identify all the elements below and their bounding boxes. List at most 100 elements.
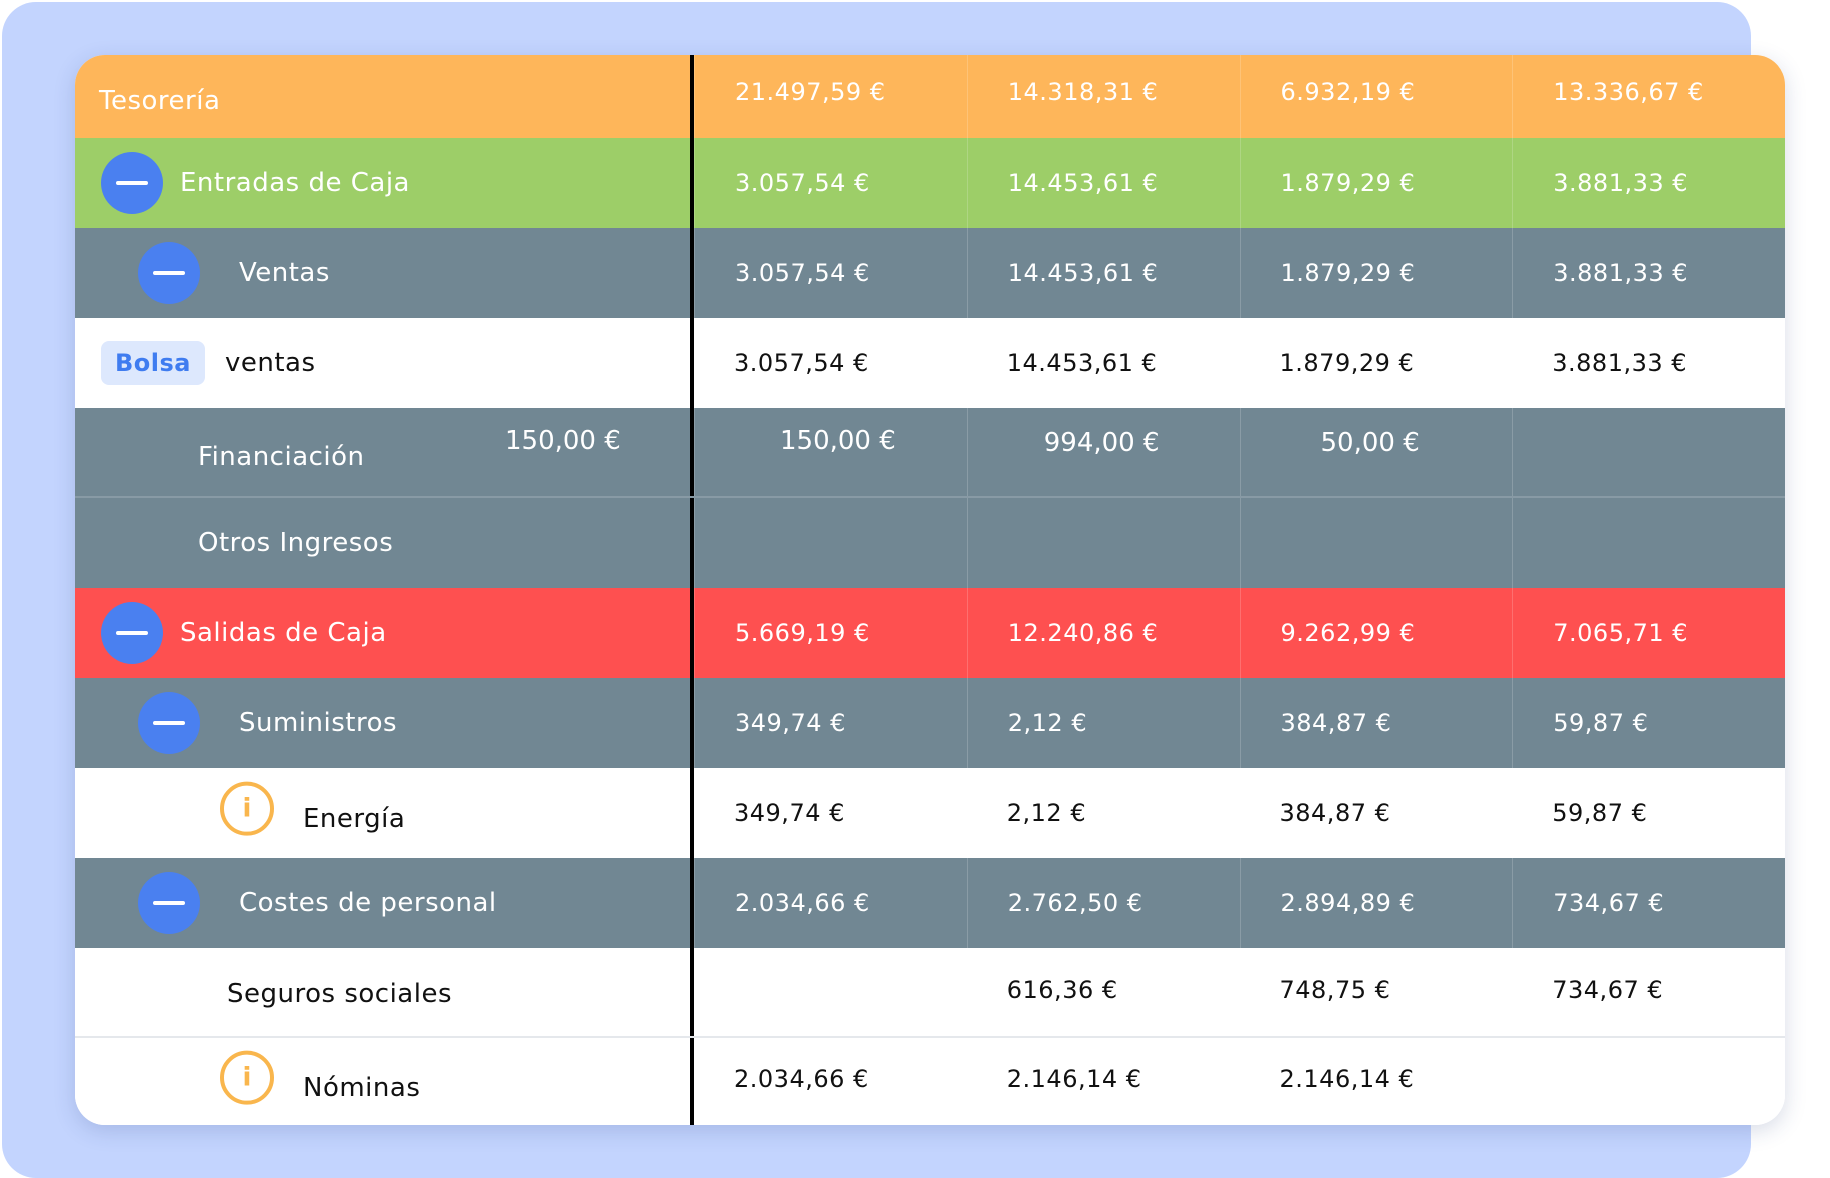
cell-value: 1.879,29 € [1279, 349, 1415, 377]
row-label-cell: Financiación 150,00 € [75, 408, 690, 496]
bolsa-badge[interactable]: Bolsa [101, 341, 205, 385]
collapse-icon[interactable] [138, 692, 200, 754]
cell-value: 1.879,29 € [1280, 259, 1416, 287]
value-cell [1512, 1038, 1785, 1125]
column-divider [690, 768, 694, 858]
value-cell: 14.453,61 € [966, 138, 1240, 228]
value-cell: 14.453,61 € [967, 318, 1240, 408]
cell-value: 2,12 € [1006, 799, 1087, 827]
cell-value: 59,87 € [1552, 799, 1648, 827]
collapse-icon[interactable] [138, 872, 200, 934]
cell-value: 13.336,67 € [1553, 78, 1704, 107]
value-cell: 2.034,66 € [694, 1038, 967, 1125]
table-row-energia: i Energía 349,74 € 2,12 € 384,87 € 59,87… [75, 768, 1785, 858]
value-cell [1239, 498, 1513, 588]
cell-value: 9.262,99 € [1280, 619, 1416, 647]
row-label: Otros Ingresos [198, 528, 394, 558]
value-cell: 3.057,54 € [694, 228, 967, 318]
value-cell: 1.879,29 € [1240, 318, 1513, 408]
column-divider [690, 498, 694, 588]
cell-value: 12.240,86 € [1007, 619, 1159, 647]
cell-value: 384,87 € [1280, 709, 1392, 737]
collapse-icon[interactable] [138, 242, 200, 304]
row-label: Salidas de Caja [180, 618, 387, 648]
value-cell [694, 498, 967, 588]
row-label: Costes de personal [239, 888, 497, 918]
row-label: Suministros [239, 708, 398, 738]
value-cell: 14.318,31 € [966, 55, 1240, 138]
row-label-cell: Seguros sociales [75, 948, 690, 1036]
value-cell: 13.336,67 € [1512, 55, 1785, 138]
cell-value: 384,87 € [1279, 799, 1391, 827]
cell-value: 5.669,19 € [735, 619, 870, 647]
row-label-cell: Otros Ingresos [75, 498, 690, 588]
cell-value: 734,67 € [1552, 976, 1664, 1005]
value-cell: 2.762,50 € [966, 858, 1240, 948]
value-cell [1512, 408, 1785, 496]
value-cell: 2,12 € [967, 768, 1240, 858]
value-cell: 50,00 € [1239, 408, 1513, 496]
value-cell: 3.881,33 € [1512, 318, 1785, 408]
value-cell: 384,87 € [1239, 678, 1513, 768]
row-label-cell: Tesorería [75, 55, 690, 138]
row-label-cell: Salidas de Caja [75, 588, 690, 678]
cell-value: 2.034,66 € [735, 889, 870, 917]
value-cell: 2,12 € [966, 678, 1240, 768]
cell-value: 14.318,31 € [1007, 78, 1159, 107]
cell-value: 14.453,61 € [1007, 259, 1159, 287]
value-cell: 734,67 € [1512, 948, 1785, 1036]
cell-value: 734,67 € [1553, 889, 1665, 917]
financiacion-extra-value: 150,00 € [505, 426, 621, 457]
cell-value: 3.881,33 € [1553, 169, 1689, 197]
row-label: Tesorería [99, 85, 221, 116]
row-label-cell: Entradas de Caja [75, 138, 690, 228]
value-cell: 2.894,89 € [1239, 858, 1513, 948]
value-cell: 7.065,71 € [1512, 588, 1785, 678]
cell-value: 2.146,14 € [1006, 1064, 1142, 1093]
column-divider [690, 588, 694, 678]
value-cell: 12.240,86 € [966, 588, 1240, 678]
column-divider [690, 408, 694, 496]
table-row-otros-ingresos: Otros Ingresos [75, 498, 1785, 588]
table-row-salidas: Salidas de Caja 5.669,19 € 12.240,86 € 9… [75, 588, 1785, 678]
table-row-financiacion: Financiación 150,00 € 150,00 € 994,00 € … [75, 408, 1785, 498]
value-cell: 2.034,66 € [694, 858, 967, 948]
table-row-ventas: Ventas 3.057,54 € 14.453,61 € 1.879,29 €… [75, 228, 1785, 318]
value-cell: 616,36 € [967, 948, 1240, 1036]
column-divider [690, 1038, 694, 1125]
table-row-suministros: Suministros 349,74 € 2,12 € 384,87 € 59,… [75, 678, 1785, 768]
value-cell: 21.497,59 € [694, 55, 967, 138]
row-label: ventas [225, 348, 316, 378]
value-cell: 59,87 € [1512, 768, 1785, 858]
value-cell: 3.881,33 € [1512, 228, 1785, 318]
cell-value: 14.453,61 € [1006, 349, 1158, 377]
cell-value: 7.065,71 € [1553, 619, 1689, 647]
table-row-entradas: Entradas de Caja 3.057,54 € 14.453,61 € … [75, 138, 1785, 228]
row-label: Financiación [198, 442, 365, 473]
cell-value: 2.762,50 € [1007, 889, 1143, 917]
value-cell [1512, 498, 1785, 588]
info-icon[interactable]: i [220, 1050, 274, 1105]
cell-value: 150,00 € [780, 426, 896, 457]
row-label: Ventas [239, 258, 330, 288]
column-divider [690, 318, 694, 408]
collapse-icon[interactable] [101, 602, 163, 664]
row-label-cell: i Energía [75, 768, 690, 858]
info-icon[interactable]: i [220, 781, 274, 836]
cell-value: 1.879,29 € [1280, 169, 1416, 197]
value-cell: 734,67 € [1512, 858, 1785, 948]
value-cell: 748,75 € [1240, 948, 1513, 1036]
cell-value: 2,12 € [1007, 709, 1088, 737]
collapse-icon[interactable] [101, 152, 163, 214]
row-label-cell: Suministros [75, 678, 690, 768]
cell-value: 50,00 € [1320, 428, 1420, 459]
row-label-cell: Costes de personal [75, 858, 690, 948]
cell-value: 3.881,33 € [1552, 349, 1688, 377]
column-divider [690, 138, 694, 228]
cell-value: 2.146,14 € [1279, 1064, 1415, 1093]
cell-value: 3.881,33 € [1553, 259, 1689, 287]
value-cell: 2.146,14 € [967, 1038, 1240, 1125]
value-cell: 3.881,33 € [1512, 138, 1785, 228]
value-cell: 3.057,54 € [694, 318, 967, 408]
table-row-seguros-sociales: Seguros sociales 616,36 € 748,75 € 734,6… [75, 948, 1785, 1038]
